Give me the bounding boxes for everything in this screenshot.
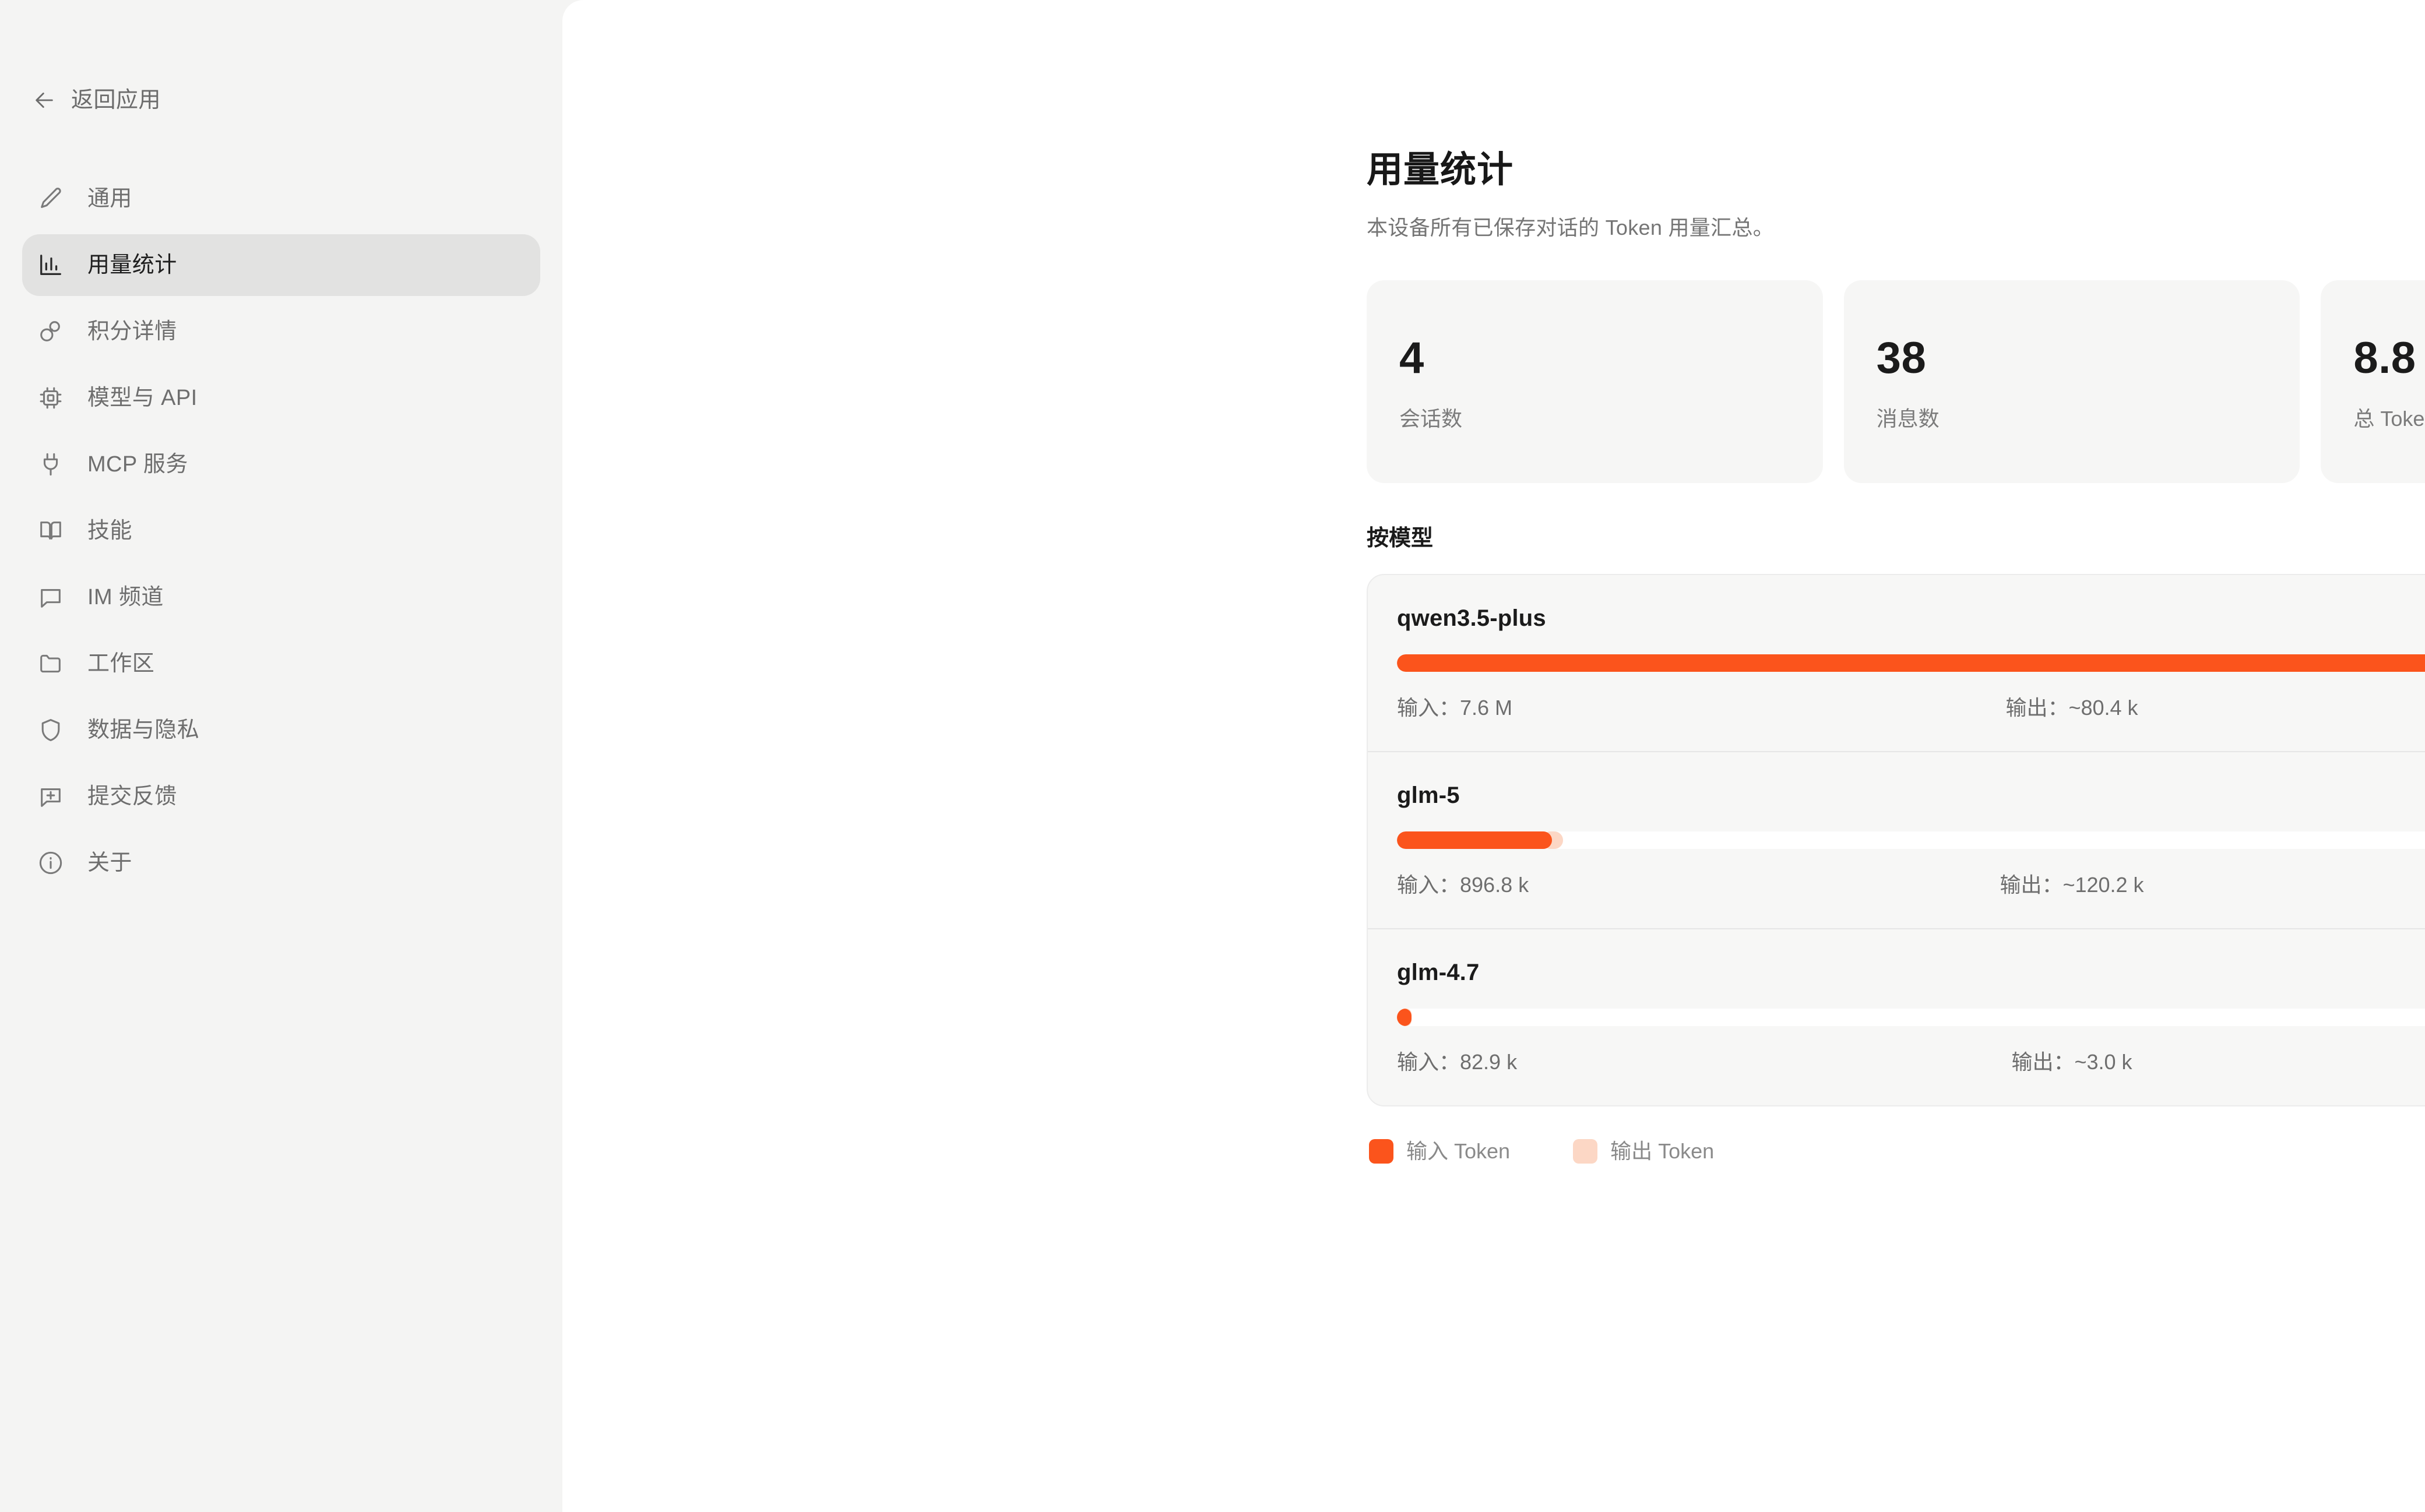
sidebar-item-label: 技能: [87, 519, 132, 543]
model-row-header: glm-4.7 1 条消息: [1397, 961, 2425, 984]
sidebar-item-label: 数据与隐私: [87, 718, 200, 742]
sidebar-item-models-api[interactable]: 模型与 API: [22, 367, 540, 429]
stat-card-sessions: 4 会话数: [1367, 280, 1823, 483]
sidebar-item-im-channels[interactable]: IM 频道: [22, 566, 540, 628]
bar-segment-input: [1397, 654, 2425, 672]
sidebar-item-label: 工作区: [87, 651, 155, 676]
legend-item-output: 输出 Token: [1573, 1139, 1714, 1164]
usage-stats-content: 用量统计 本设备所有已保存对话的 Token 用量汇总。 刷新 4 会话数 38…: [1367, 150, 2425, 1164]
legend-item-input: 输入 Token: [1369, 1139, 1510, 1164]
model-output-tokens: 输出：~3.0 k: [2011, 1049, 2132, 1074]
sidebar-item-label: 模型与 API: [87, 386, 198, 410]
model-row: qwen3.5-plus 12 条消息 输入：7.6 M 输出：~80.4 k …: [1368, 575, 2425, 752]
message-icon: [41, 589, 61, 608]
model-row-figures: 输入：7.6 M 输出：~80.4 k 总计：~7.7 M: [1397, 697, 2425, 718]
model-output-tokens: 输出：~120.2 k: [2000, 872, 2144, 897]
sidebar-item-label: IM 频道: [87, 585, 164, 609]
sidebar-item-label: 用量统计: [87, 253, 177, 277]
shield-icon: [41, 719, 60, 741]
sidebar-item-label: 提交反馈: [87, 784, 177, 809]
stat-value: 8.8 M: [2353, 333, 2425, 383]
legend-label: 输入 Token: [1406, 1139, 1511, 1163]
model-row-header: glm-5 25 条消息: [1397, 784, 2425, 807]
bar-segment-input: [1397, 1008, 1412, 1026]
sidebar-item-feedback[interactable]: 提交反馈: [22, 766, 540, 827]
sidebar-item-data-privacy[interactable]: 数据与隐私: [22, 699, 540, 761]
coins-icon: [40, 321, 60, 341]
model-total-tokens: 总计：~7.7 M: [2297, 697, 2425, 718]
model-row-header: qwen3.5-plus 12 条消息: [1397, 607, 2425, 630]
stat-label: 会话数: [1399, 406, 1463, 431]
pencil-icon: [41, 188, 61, 208]
stat-cards: 4 会话数 38 消息数 8.8 M 总 Token: [1367, 280, 2425, 483]
page-header-text: 用量统计 本设备所有已保存对话的 Token 用量汇总。: [1367, 150, 1774, 242]
stat-value: 4: [1399, 333, 1424, 383]
stat-label: 消息数: [1876, 406, 1940, 431]
sidebar-item-skills[interactable]: 技能: [22, 500, 540, 562]
model-total-tokens: 总计：~1.0 M: [2297, 875, 2425, 896]
model-name: qwen3.5-plus: [1397, 605, 1546, 631]
model-output-tokens: 输出：~80.4 k: [2005, 695, 2138, 720]
arrow-left-icon: [36, 92, 53, 108]
sidebar-item-usage-stats[interactable]: 用量统计: [22, 234, 540, 296]
page-header: 用量统计 本设备所有已保存对话的 Token 用量汇总。 刷新: [1367, 150, 2425, 242]
sidebar-item-mcp-services[interactable]: MCP 服务: [22, 433, 540, 495]
section-title-by-model: 按模型: [1367, 526, 1434, 551]
bar-segment-input: [1397, 831, 1553, 849]
model-row: glm-5 25 条消息 输入：896.8 k 输出：~120.2 k 总计：~…: [1368, 752, 2425, 929]
model-row-figures: 输入：896.8 k 输出：~120.2 k 总计：~1.0 M: [1397, 872, 2425, 897]
chart-legend: 输入 Token 输出 Token: [1367, 1139, 2425, 1164]
back-to-app-label: 返回应用: [71, 88, 161, 112]
model-total-tokens: 总计：~85.9 k: [2297, 1052, 2425, 1073]
sidebar: 返回应用 通用 用量统计: [0, 0, 562, 1512]
bar-chart-icon: [40, 255, 61, 275]
model-input-tokens: 输入：82.9 k: [1397, 1049, 1518, 1074]
sidebar-item-label: 关于: [87, 851, 132, 875]
legend-swatch-input-icon: [1369, 1139, 1393, 1164]
stat-label: 总 Token: [2353, 406, 2425, 431]
legend-label: 输出 Token: [1610, 1139, 1715, 1163]
sidebar-item-general[interactable]: 通用: [22, 168, 540, 230]
sidebar-item-workspace[interactable]: 工作区: [22, 633, 540, 695]
model-input-tokens: 输入：7.6 M: [1397, 695, 1513, 720]
legend-swatch-output-icon: [1573, 1139, 1598, 1164]
info-icon: [39, 851, 62, 875]
model-token-bar: [1397, 654, 2425, 672]
model-name: glm-4.7: [1397, 959, 1480, 985]
plug-icon: [43, 453, 58, 476]
model-token-bar: [1397, 831, 2425, 849]
feedback-icon: [41, 788, 61, 807]
sidebar-item-label: 积分详情: [87, 319, 177, 344]
chip-icon: [40, 387, 62, 409]
sidebar-item-credits[interactable]: 积分详情: [22, 301, 540, 362]
page-title: 用量统计: [1367, 150, 1514, 190]
model-row: glm-4.7 1 条消息 输入：82.9 k 输出：~3.0 k 总计：~85…: [1368, 929, 2425, 1105]
folder-icon: [40, 654, 61, 673]
main-panel: 用量统计 本设备所有已保存对话的 Token 用量汇总。 刷新 4 会话数 38…: [562, 0, 2425, 1512]
sidebar-item-about[interactable]: 关于: [22, 832, 540, 894]
model-usage-list: qwen3.5-plus 12 条消息 输入：7.6 M 输出：~80.4 k …: [1367, 573, 2425, 1106]
model-name: glm-5: [1397, 782, 1460, 808]
sidebar-item-label: 通用: [87, 186, 132, 211]
book-icon: [40, 521, 61, 540]
model-row-figures: 输入：82.9 k 输出：~3.0 k 总计：~85.9 k: [1397, 1049, 2425, 1074]
back-to-app-button[interactable]: 返回应用: [0, 82, 562, 119]
sidebar-item-label: MCP 服务: [87, 452, 188, 477]
stat-value: 38: [1876, 333, 1927, 383]
stat-card-total-tokens: 8.8 M 总 Token: [2321, 280, 2425, 483]
page-subtitle: 本设备所有已保存对话的 Token 用量汇总。: [1367, 216, 1774, 240]
sidebar-nav: 通用 用量统计 积分详情: [0, 168, 562, 894]
stat-card-messages: 38 消息数: [1843, 280, 2300, 483]
model-input-tokens: 输入：896.8 k: [1397, 872, 1529, 897]
model-token-bar: [1397, 1008, 2425, 1026]
